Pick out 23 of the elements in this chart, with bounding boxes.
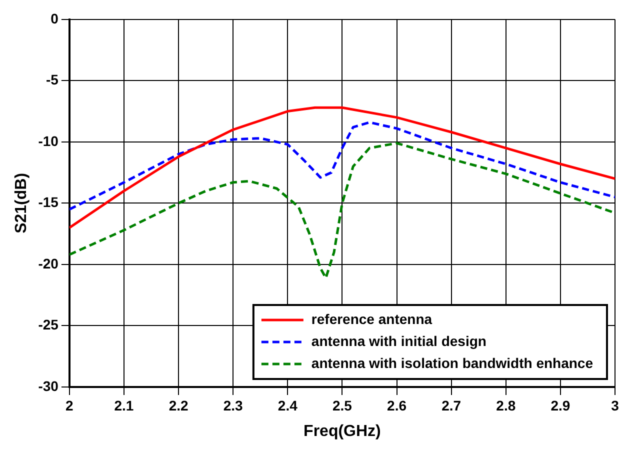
x-tick-label: 2.4 xyxy=(278,397,298,414)
y-tick-label: -20 xyxy=(38,255,59,272)
x-tick-label: 2.1 xyxy=(114,397,134,414)
x-tick-label: 2.7 xyxy=(442,397,462,414)
legend-label: antenna with initial design xyxy=(311,332,486,349)
y-tick-label: -10 xyxy=(38,132,59,149)
y-tick-label: 0 xyxy=(50,10,59,26)
x-tick-label: 2.8 xyxy=(496,397,516,414)
y-tick-label: -5 xyxy=(46,72,59,88)
y-tick-label: -25 xyxy=(38,316,59,333)
x-tick-label: 2.3 xyxy=(223,397,244,414)
legend-label: reference antenna xyxy=(311,310,432,327)
legend-label: antenna with isolation bandwidth enhance xyxy=(311,354,594,371)
y-tick-label: -30 xyxy=(38,378,59,394)
x-tick-label: 2 xyxy=(66,397,74,414)
x-tick-label: 2.6 xyxy=(387,397,407,414)
x-tick-label: 2.5 xyxy=(332,397,352,414)
x-tick-label: 2.2 xyxy=(168,397,188,414)
y-axis-title: S21(dB) xyxy=(13,172,30,234)
x-tick-label: 2.9 xyxy=(550,397,570,414)
y-tick-label: -15 xyxy=(38,194,59,210)
x-tick-label: 3 xyxy=(611,397,620,414)
x-axis-title: Freq(GHz) xyxy=(304,422,381,440)
